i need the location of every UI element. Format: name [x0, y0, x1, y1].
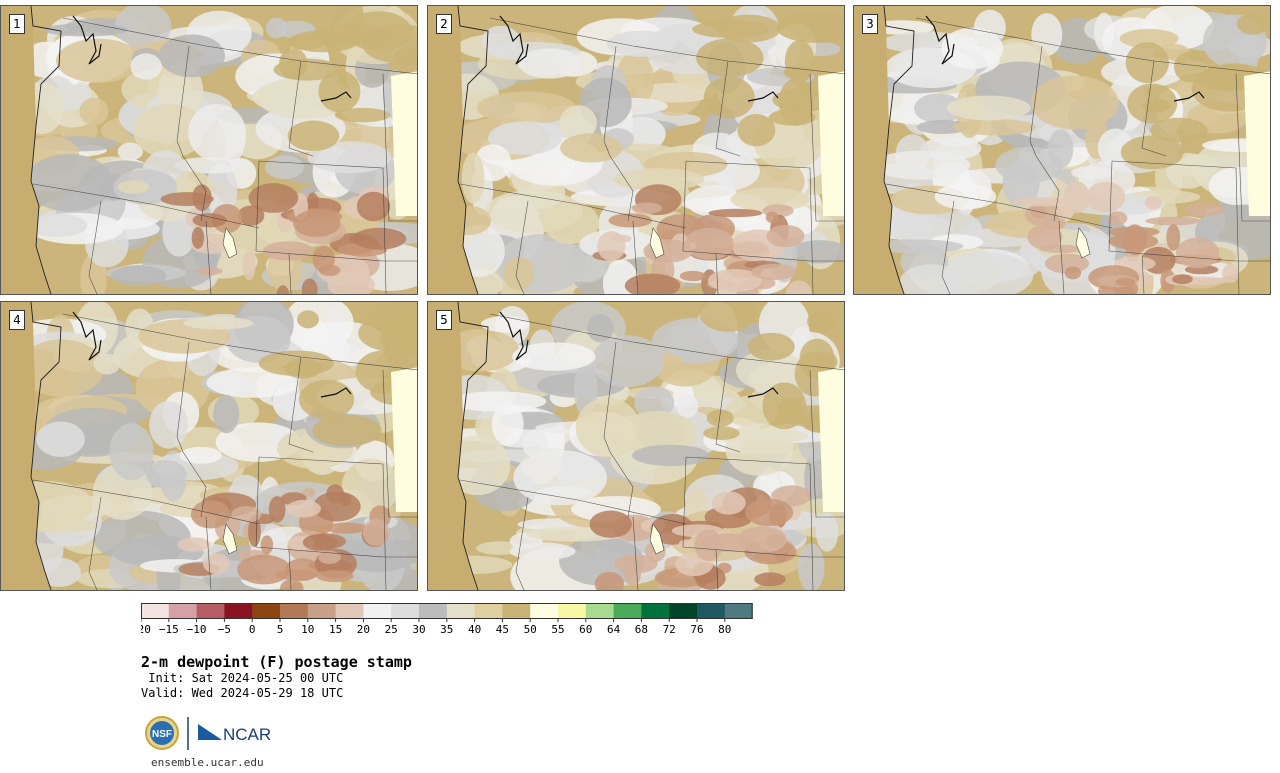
nsf-ncar-logo: NSF NCAR [145, 716, 271, 750]
colorbar-tick-label: 50 [524, 623, 537, 636]
colorbar-tick-label: −20 [141, 623, 151, 636]
colorbar-swatch [446, 603, 475, 619]
colorbar-tick-label: −10 [187, 623, 207, 636]
init-time: Init: Sat 2024-05-25 00 UTC [141, 671, 344, 685]
colorbar-swatch [335, 603, 364, 619]
colorbar-tick-label: 25 [385, 623, 398, 636]
map-panel[interactable]: 1 [0, 5, 418, 295]
colorbar-tick-label: 45 [496, 623, 509, 636]
colorbar-tick-label: 20 [357, 623, 370, 636]
colorbar-tick-label: 40 [468, 623, 481, 636]
ncar-logo-text: NCAR [223, 725, 271, 744]
colorbar-tick-label: 30 [412, 623, 425, 636]
colorbar-tick-label: 5 [277, 623, 284, 636]
map-panel[interactable]: 5 [427, 301, 845, 591]
colorbar-tick-label: 15 [329, 623, 342, 636]
colorbar-swatch [724, 603, 753, 619]
colorbar-tick-label: 76 [690, 623, 703, 636]
website-url: ensemble.ucar.edu [151, 756, 264, 769]
colorbar-tick-label: 64 [607, 623, 621, 636]
colorbar-swatch [168, 603, 197, 619]
colorbar-swatch [585, 603, 614, 619]
colorbar-swatch [307, 603, 336, 619]
colorbar-swatch [391, 603, 420, 619]
panel-number: 3 [862, 14, 878, 34]
colorbar-swatch [196, 603, 225, 619]
colorbar-swatch [669, 603, 698, 619]
colorbar-tick-label: 80 [718, 623, 731, 636]
colorbar-tick-label: 0 [249, 623, 256, 636]
colorbar-swatch [280, 603, 309, 619]
colorbar-tick-label: −15 [159, 623, 179, 636]
colorbar-swatch [641, 603, 670, 619]
colorbar-tick-label: 10 [301, 623, 314, 636]
colorbar-swatch [530, 603, 559, 619]
colorbar-tick-label: 68 [635, 623, 648, 636]
colorbar-swatch [502, 603, 531, 619]
colorbar-tick-label: −5 [218, 623, 231, 636]
colorbar-swatch [613, 603, 642, 619]
colorbar-swatch [558, 603, 587, 619]
panel-number: 5 [436, 310, 452, 330]
panel-number: 1 [9, 14, 25, 34]
map-panel[interactable]: 4 [0, 301, 418, 591]
colorbar-swatch [141, 603, 170, 619]
colorbar-tick-label: 35 [440, 623, 453, 636]
colorbar-tick-label: 55 [551, 623, 564, 636]
colorbar: −20 −15 −10 −5 0 5 10 15 20 25 30 35 40 45 50 55 60 64 68 7… [141, 603, 753, 636]
valid-time: Valid: Wed 2024-05-29 18 UTC [141, 686, 344, 700]
colorbar-swatch [419, 603, 448, 619]
map-panel[interactable]: 3 [853, 5, 1271, 295]
nsf-logo-text: NSF [152, 729, 172, 740]
colorbar-swatch [252, 603, 281, 619]
colorbar-tick-label: 72 [663, 623, 676, 636]
panel-number: 2 [436, 14, 452, 34]
colorbar-swatch [697, 603, 726, 619]
colorbar-swatch [224, 603, 253, 619]
colorbar-tick-label: 60 [579, 623, 592, 636]
colorbar-swatch [363, 603, 392, 619]
map-panel[interactable]: 2 [427, 5, 845, 295]
colorbar-swatch [474, 603, 503, 619]
panel-number: 4 [9, 310, 25, 330]
figure-title: 2-m dewpoint (F) postage stamp [141, 653, 412, 671]
